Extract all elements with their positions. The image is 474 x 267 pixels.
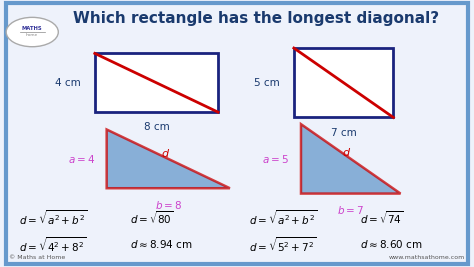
Text: $d = \sqrt{80}$: $d = \sqrt{80}$ xyxy=(130,209,174,226)
Text: MATHS: MATHS xyxy=(22,26,43,30)
Text: $d = \sqrt{a^2 + b^2}$: $d = \sqrt{a^2 + b^2}$ xyxy=(19,208,87,227)
Text: www.mathsathome.com: www.mathsathome.com xyxy=(388,255,465,260)
Bar xyxy=(95,53,218,112)
FancyBboxPatch shape xyxy=(6,3,468,264)
Text: $d = \sqrt{a^2 + b^2}$: $d = \sqrt{a^2 + b^2}$ xyxy=(249,208,317,227)
Text: 7 cm: 7 cm xyxy=(331,128,356,138)
Bar xyxy=(294,48,393,117)
Text: 4 cm: 4 cm xyxy=(55,78,81,88)
Text: 5 cm: 5 cm xyxy=(254,78,280,88)
Text: $d \approx 8.60\ \mathrm{cm}$: $d \approx 8.60\ \mathrm{cm}$ xyxy=(360,238,423,250)
Text: $a = 5$: $a = 5$ xyxy=(262,153,289,165)
Text: $d$: $d$ xyxy=(161,147,170,159)
Text: $d = \sqrt{74}$: $d = \sqrt{74}$ xyxy=(360,209,404,226)
Polygon shape xyxy=(301,124,401,194)
Text: $b = 8$: $b = 8$ xyxy=(155,199,182,211)
Text: Which rectangle has the longest diagonal?: Which rectangle has the longest diagonal… xyxy=(73,11,439,26)
Circle shape xyxy=(6,17,58,47)
Text: home: home xyxy=(26,33,38,37)
Text: $b = 7$: $b = 7$ xyxy=(337,204,365,216)
Text: $d \approx 8.94\ \mathrm{cm}$: $d \approx 8.94\ \mathrm{cm}$ xyxy=(130,238,193,250)
Text: 8 cm: 8 cm xyxy=(144,122,169,132)
Text: $d$: $d$ xyxy=(342,146,351,158)
Text: © Maths at Home: © Maths at Home xyxy=(9,255,66,260)
Text: $d = \sqrt{5^2 + 7^2}$: $d = \sqrt{5^2 + 7^2}$ xyxy=(249,235,316,254)
Polygon shape xyxy=(107,129,230,188)
Text: $d = \sqrt{4^2 + 8^2}$: $d = \sqrt{4^2 + 8^2}$ xyxy=(19,235,86,254)
Text: $a = 4$: $a = 4$ xyxy=(68,153,95,165)
